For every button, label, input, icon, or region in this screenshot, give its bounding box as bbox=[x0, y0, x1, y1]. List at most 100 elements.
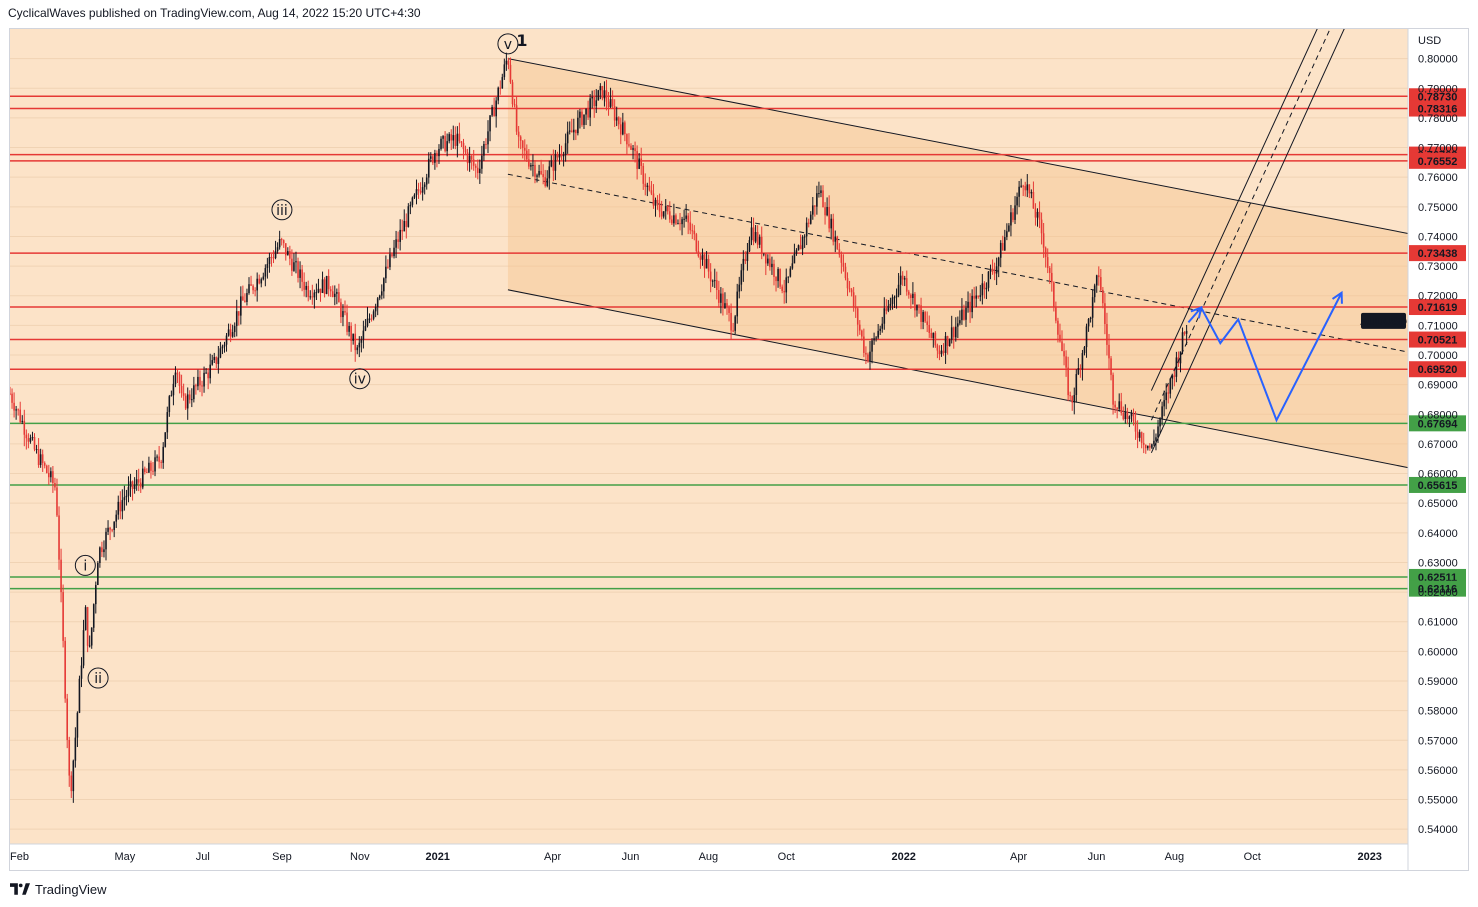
candle-body bbox=[1173, 375, 1176, 377]
candle-body bbox=[814, 205, 816, 207]
candle-body bbox=[560, 154, 563, 157]
footer-brand[interactable]: TradingView bbox=[10, 880, 107, 898]
candle bbox=[423, 182, 426, 195]
candle bbox=[1073, 387, 1076, 415]
candle bbox=[419, 182, 422, 195]
candle bbox=[785, 268, 788, 304]
level-price-tag[interactable]: 0.76552 bbox=[1409, 152, 1466, 169]
candle bbox=[1181, 327, 1184, 355]
candle bbox=[779, 268, 781, 290]
candle bbox=[199, 370, 201, 393]
candle bbox=[583, 114, 585, 129]
level-tag-box bbox=[1409, 245, 1466, 262]
level-price-tag[interactable]: 0.73438 bbox=[1409, 245, 1466, 262]
price-chart[interactable]: 0.787300.783160.767620.765520.734380.716… bbox=[10, 29, 1468, 870]
candle bbox=[460, 140, 463, 148]
candle-body bbox=[280, 239, 283, 241]
level-price-tag[interactable]: 0.78316 bbox=[1409, 100, 1466, 117]
candle bbox=[767, 254, 769, 266]
candle bbox=[846, 272, 849, 297]
candle-body bbox=[1112, 374, 1114, 405]
price-tick-label: 0.57000 bbox=[1418, 735, 1458, 747]
candle-body bbox=[650, 190, 653, 194]
candle bbox=[673, 203, 675, 227]
time-tick-label: Sep bbox=[272, 851, 292, 863]
candle-body bbox=[756, 232, 759, 245]
candle-body bbox=[397, 239, 399, 242]
candle-body bbox=[13, 402, 15, 411]
candle bbox=[595, 89, 598, 113]
candle-body bbox=[544, 177, 546, 186]
level-price-tag[interactable]: 0.67694 bbox=[1409, 415, 1466, 432]
candle bbox=[1050, 263, 1053, 292]
candle bbox=[1004, 229, 1006, 251]
candle bbox=[1132, 408, 1135, 426]
candle-body bbox=[648, 185, 651, 191]
level-price-tag[interactable]: 0.69520 bbox=[1409, 361, 1466, 378]
candle bbox=[973, 286, 975, 307]
time-tick-label: Apr bbox=[1010, 851, 1027, 863]
candle bbox=[1114, 400, 1116, 414]
candle-body bbox=[452, 135, 455, 141]
candle-body bbox=[869, 351, 871, 362]
time-tick-label: Jun bbox=[1088, 851, 1106, 863]
candle-body bbox=[378, 295, 381, 299]
candle bbox=[1053, 281, 1055, 312]
candle bbox=[319, 288, 322, 302]
candle-body bbox=[742, 258, 745, 271]
candle bbox=[39, 448, 42, 468]
candle-body bbox=[133, 484, 136, 490]
candle bbox=[691, 223, 694, 240]
candle bbox=[454, 126, 457, 150]
candle bbox=[881, 316, 884, 333]
candle bbox=[507, 57, 510, 70]
candle-body bbox=[213, 356, 216, 361]
candle bbox=[331, 285, 334, 298]
candle-body bbox=[1185, 330, 1188, 334]
candle bbox=[262, 272, 265, 281]
candle bbox=[293, 253, 295, 272]
candle bbox=[1100, 269, 1102, 293]
level-price-tag[interactable]: 0.62116 bbox=[1409, 580, 1466, 597]
candle bbox=[135, 469, 138, 491]
level-tag-box bbox=[1409, 100, 1466, 117]
candle bbox=[352, 333, 354, 345]
candle-body bbox=[975, 295, 978, 299]
candle-body bbox=[995, 266, 998, 274]
price-tick-label: 0.55000 bbox=[1418, 795, 1458, 807]
candle-body bbox=[1163, 400, 1165, 407]
candle-body bbox=[711, 280, 714, 282]
candle-body bbox=[80, 665, 83, 679]
horizontal-levels[interactable]: 0.787300.783160.767620.765520.734380.716… bbox=[10, 88, 1466, 597]
candle bbox=[1079, 364, 1082, 378]
candle bbox=[374, 303, 377, 318]
level-price-tag[interactable]: 0.70521 bbox=[1409, 331, 1466, 348]
candle bbox=[254, 287, 256, 297]
candle-body bbox=[164, 432, 167, 447]
candle-body bbox=[556, 154, 559, 158]
wave-label-circle bbox=[497, 33, 519, 55]
candle-body bbox=[1020, 185, 1022, 187]
candle-body bbox=[472, 159, 475, 166]
candle-body bbox=[630, 145, 632, 150]
candle-body bbox=[350, 325, 352, 341]
candle-body bbox=[973, 295, 975, 299]
candle bbox=[1138, 429, 1141, 442]
candle bbox=[1149, 443, 1151, 451]
level-price-tag[interactable]: 0.71619 bbox=[1409, 299, 1466, 316]
symbol-badge[interactable]: AUDUSD bbox=[1360, 312, 1407, 329]
level-price-tag[interactable]: 0.65615 bbox=[1409, 476, 1466, 493]
candle bbox=[164, 432, 167, 448]
axes[interactable]: AUDUSD USD 0.54000 0.55000 0.56000 0.57000 0.5… bbox=[10, 29, 1458, 870]
candle-body bbox=[936, 345, 939, 351]
level-price-tag[interactable]: 0.78730 bbox=[1409, 88, 1466, 105]
candle-body bbox=[446, 141, 448, 152]
candle-body bbox=[1091, 297, 1094, 318]
candle-body bbox=[115, 514, 118, 522]
candle bbox=[526, 144, 528, 162]
candle bbox=[315, 283, 318, 301]
candle-body bbox=[1132, 413, 1135, 422]
candle bbox=[278, 230, 281, 250]
candle bbox=[861, 329, 863, 341]
candle-body bbox=[967, 301, 969, 308]
